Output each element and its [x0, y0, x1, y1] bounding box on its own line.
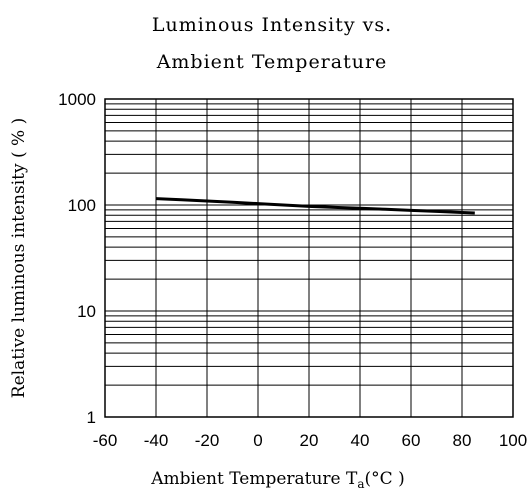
- gridlines: [104, 99, 514, 418]
- y-axis-label: Relative luminous intensity ( % ): [9, 118, 29, 398]
- y-tick-label: 1000: [58, 90, 96, 109]
- plot-frame: [104, 98, 514, 418]
- x-tick-label: -60: [93, 431, 118, 450]
- chart-title-line-1: Luminous Intensity vs.: [152, 14, 392, 36]
- y-tick-label: 100: [68, 196, 96, 215]
- x-tick-labels: -60 -40 -20 0 20 40 60 80 100: [93, 431, 527, 450]
- x-axis-label-text: Ambient Temperature: [150, 469, 346, 489]
- x-tick-label: 80: [453, 431, 472, 450]
- x-tick-label: 100: [499, 431, 527, 450]
- x-tick-label: -20: [195, 431, 220, 450]
- x-axis-label-unit: (°C ): [365, 469, 405, 489]
- x-axis-label-symbol: T: [346, 469, 358, 489]
- x-axis-label: Ambient Temperature Ta(°C ): [150, 469, 404, 491]
- x-axis-label-subscript: a: [357, 477, 364, 491]
- x-tick-label: -40: [144, 431, 169, 450]
- series-layer: [155, 197, 475, 215]
- y-tick-label: 10: [77, 302, 96, 321]
- x-tick-label: 60: [402, 431, 421, 450]
- y-tick-labels: 1 10 100 1000: [58, 90, 96, 427]
- chart-title-line-2: Ambient Temperature: [156, 51, 388, 73]
- series-line: [155, 197, 475, 215]
- y-tick-label: 1: [87, 408, 96, 427]
- x-tick-label: 0: [253, 431, 262, 450]
- x-tick-label: 40: [351, 431, 370, 450]
- x-tick-label: 20: [300, 431, 319, 450]
